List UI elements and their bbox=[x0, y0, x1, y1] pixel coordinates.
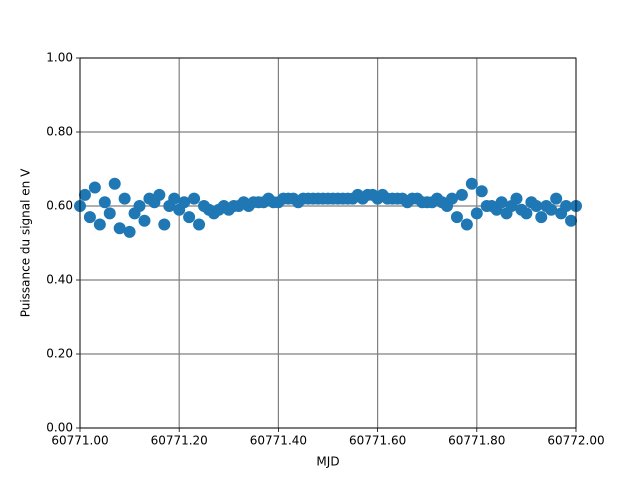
point bbox=[168, 192, 181, 205]
x-tick-label: 60771.00 bbox=[51, 434, 108, 448]
x-tick-label: 60771.20 bbox=[151, 434, 208, 448]
point bbox=[455, 188, 468, 201]
point bbox=[565, 214, 578, 227]
point bbox=[193, 218, 206, 231]
point bbox=[188, 192, 201, 205]
plot-frame bbox=[79, 57, 577, 429]
point bbox=[78, 188, 91, 201]
point bbox=[535, 211, 548, 224]
x-tick-label: 60771.40 bbox=[250, 434, 307, 448]
point bbox=[133, 200, 146, 212]
x-tick-label: 60771.60 bbox=[349, 434, 406, 448]
y-tick-label: 0.20 bbox=[46, 347, 73, 361]
point bbox=[465, 177, 478, 190]
point bbox=[103, 207, 116, 220]
y-tick-label: 0.80 bbox=[46, 125, 73, 139]
point bbox=[138, 214, 151, 227]
point bbox=[560, 200, 573, 212]
point bbox=[93, 218, 106, 231]
point bbox=[495, 196, 508, 209]
point bbox=[545, 203, 558, 216]
point bbox=[98, 196, 111, 209]
y-tick-label: 0.40 bbox=[46, 273, 73, 287]
point bbox=[118, 192, 131, 205]
point bbox=[550, 192, 563, 205]
point bbox=[460, 218, 473, 231]
y-tick-label: 0.00 bbox=[46, 421, 73, 435]
point bbox=[530, 200, 543, 212]
x-tick-label: 60772.00 bbox=[547, 434, 604, 448]
point bbox=[83, 211, 96, 224]
point bbox=[123, 225, 136, 238]
point bbox=[446, 192, 458, 205]
point bbox=[510, 192, 523, 205]
y-tick-label: 0.60 bbox=[46, 199, 73, 213]
point bbox=[450, 211, 463, 224]
y-axis-label: Puissance du signal en V bbox=[19, 168, 33, 317]
y-tick-label: 1.00 bbox=[46, 51, 73, 65]
point bbox=[88, 181, 101, 194]
x-axis-label: MJD bbox=[316, 455, 339, 469]
point bbox=[470, 207, 483, 220]
point bbox=[113, 222, 126, 235]
point bbox=[183, 211, 196, 224]
point bbox=[520, 207, 533, 220]
point bbox=[153, 188, 166, 201]
point bbox=[158, 218, 171, 231]
point bbox=[178, 196, 191, 209]
point bbox=[108, 177, 121, 190]
x-tick-label: 60771.80 bbox=[448, 434, 505, 448]
point bbox=[475, 185, 488, 198]
